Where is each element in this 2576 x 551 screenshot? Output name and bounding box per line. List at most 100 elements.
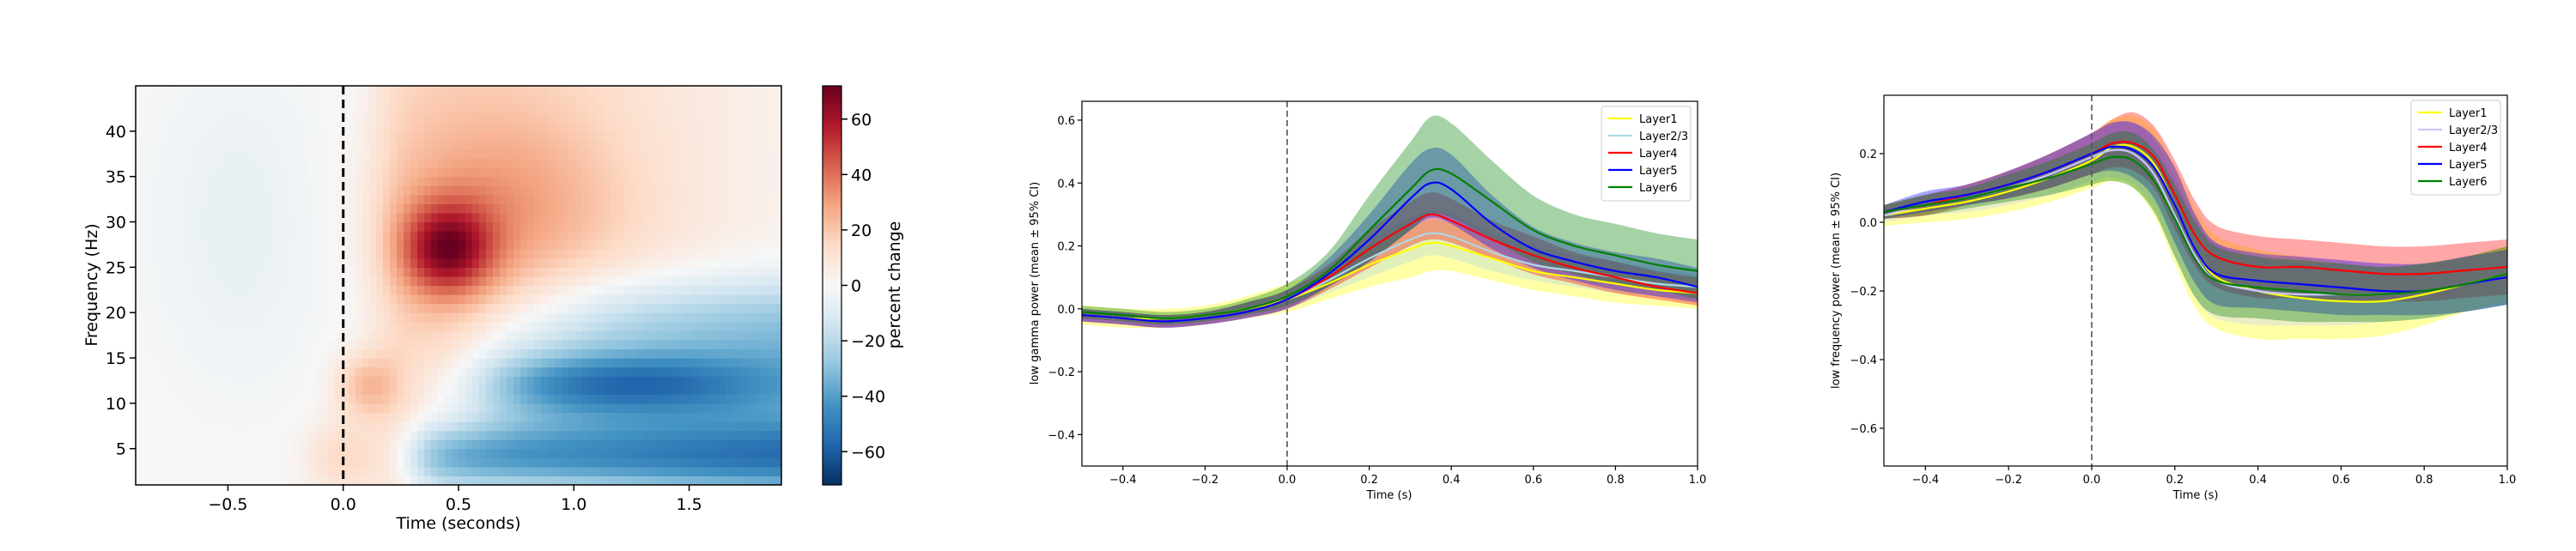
heatmap-cell — [232, 212, 240, 223]
heatmap-cell — [143, 185, 150, 196]
heatmap-cell — [534, 276, 542, 287]
heatmap-cell — [307, 430, 315, 440]
heatmap-cell — [768, 439, 775, 450]
heatmap-cell — [562, 403, 569, 414]
heatmap-cell — [177, 303, 185, 313]
heatmap-cell — [459, 439, 466, 450]
heatmap-cell — [452, 94, 459, 105]
heatmap-cell — [658, 221, 665, 232]
heatmap-cell — [191, 285, 198, 295]
heatmap-cell — [452, 430, 459, 440]
heatmap-cell — [438, 321, 446, 331]
heatmap-cell — [424, 86, 432, 96]
heatmap-cell — [630, 194, 638, 204]
heatmap-cell — [438, 130, 446, 142]
heatmap-cell — [706, 294, 714, 305]
heatmap-cell — [410, 112, 418, 123]
heatmap-cell — [314, 158, 322, 168]
heatmap-cell — [321, 348, 329, 359]
heatmap-cell — [472, 167, 480, 178]
heatmap-cell — [534, 466, 542, 477]
heatmap-cell — [513, 267, 521, 277]
heatmap-cell — [259, 294, 267, 305]
heatmap-cell — [658, 285, 665, 295]
heatmap-cell — [527, 394, 535, 404]
heatmap-cell — [362, 231, 370, 241]
heatmap-cell — [163, 122, 171, 132]
heatmap-cell — [582, 366, 590, 377]
heatmap-ytick-label: 10 — [106, 395, 126, 414]
heatmap-cell — [273, 158, 281, 168]
heatmap-cell — [768, 358, 775, 368]
heatmap-xtick-label: 1.5 — [676, 495, 702, 514]
heatmap-cell — [314, 104, 322, 114]
heatmap-cell — [493, 403, 501, 414]
heatmap-cell — [204, 212, 212, 223]
heatmap-cell — [232, 130, 240, 142]
heatmap-cell — [149, 257, 157, 268]
heatmap-cell — [294, 276, 301, 287]
heatmap-cell — [294, 257, 301, 268]
heatmap-cell — [623, 276, 631, 287]
heatmap-cell — [259, 403, 267, 414]
heatmap-cell — [555, 112, 562, 123]
heatmap-cell — [383, 430, 391, 440]
heatmap-cell — [665, 140, 672, 150]
heatmap-cell — [665, 104, 672, 114]
heatmap-cell — [252, 140, 260, 150]
heatmap-cell — [362, 457, 370, 468]
heatmap-cell — [280, 130, 288, 142]
heatmap-cell — [692, 158, 700, 168]
heatmap-cell — [459, 130, 466, 142]
heatmap-cell — [589, 221, 597, 232]
heatmap-cell — [644, 294, 652, 305]
heatmap-cell — [534, 321, 542, 331]
heatmap-cell — [555, 212, 562, 223]
heatmap-cell — [548, 475, 556, 485]
heatmap-cell — [665, 212, 672, 223]
heatmap-cell — [520, 330, 528, 341]
heatmap-cell — [259, 439, 267, 450]
heatmap-cell — [534, 439, 542, 450]
heatmap-cell — [438, 231, 446, 241]
heatmap-cell — [204, 339, 212, 350]
heatmap-cell — [754, 167, 762, 178]
heatmap-cell — [156, 194, 164, 204]
heatmap-cell — [301, 86, 308, 96]
heatmap-cell — [452, 348, 459, 359]
heatmap-cell — [658, 457, 665, 468]
heatmap-cell — [589, 430, 597, 440]
heatmap-cell — [610, 457, 617, 468]
heatmap-cell — [699, 448, 707, 458]
heatmap-cell — [321, 285, 329, 295]
heatmap-cell — [294, 86, 301, 96]
heatmap-cell — [630, 366, 638, 377]
heatmap-cell — [768, 457, 775, 468]
heatmap-cell — [768, 330, 775, 341]
heatmap-cell — [294, 330, 301, 341]
heatmap-cell — [596, 276, 604, 287]
heatmap-cell — [651, 176, 659, 186]
heatmap-cell — [548, 303, 556, 313]
heatmap-cell — [218, 321, 226, 331]
heatmap-cell — [362, 285, 370, 295]
heatmap-cell — [520, 185, 528, 196]
heatmap-cell — [259, 148, 267, 160]
heatmap-cell — [685, 312, 693, 323]
heatmap-cell — [747, 439, 755, 450]
heatmap-cell — [383, 130, 391, 142]
heatmap-cell — [472, 475, 480, 485]
heatmap-cell — [218, 249, 226, 259]
heatmap-cell — [520, 86, 528, 96]
heatmap-cell — [252, 104, 260, 114]
heatmap-cell — [582, 276, 590, 287]
heatmap-cell — [699, 412, 707, 422]
heatmap-cell — [706, 130, 714, 142]
heatmap-cell — [410, 321, 418, 331]
heatmap-cell — [603, 239, 611, 250]
heatmap-cell — [177, 276, 185, 287]
heatmap-cell — [459, 358, 466, 368]
heatmap-cell — [500, 339, 507, 350]
low-gamma-frame — [1081, 100, 1698, 467]
heatmap-cell — [177, 140, 185, 150]
